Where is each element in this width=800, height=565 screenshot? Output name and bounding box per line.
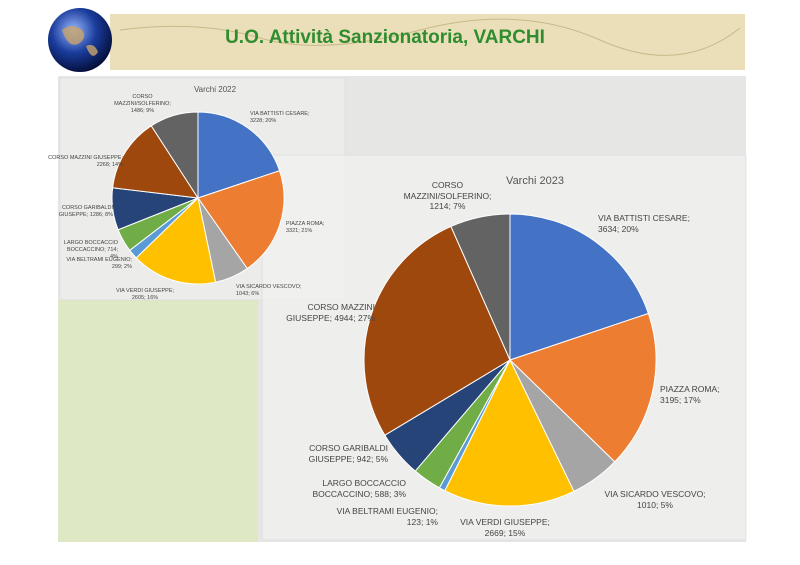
data-label: PIAZZA ROMA; 3321; 21%: [286, 221, 325, 234]
data-label: VIA SICARDO VESCOVO; 1043; 6%: [236, 284, 302, 297]
data-label: VIA BELTRAMI EUGENIO; 299; 2%: [66, 257, 132, 270]
pie-slice: [197, 170, 285, 270]
photo-vest: [58, 300, 258, 542]
chart-title: Varchi 2022: [194, 85, 237, 94]
data-label: VIA VERDI GIUSEPPE; 2605; 16%: [115, 288, 175, 301]
pie-slice: [450, 213, 511, 361]
globe-land: [62, 26, 98, 56]
header-band: [110, 14, 745, 70]
data-label: VIA VERDI GIUSEPPE; 2669; 15%: [460, 517, 550, 538]
data-label: CORSO GARIBALDI GIUSEPPE; 1286; 8%: [58, 205, 113, 218]
data-label: VIA BELTRAMI EUGENIO; 123; 1%: [336, 506, 438, 527]
chart-title: Varchi 2023: [506, 175, 564, 187]
data-label: VIA BATTISTI CESARE; 3634; 20%: [598, 213, 690, 234]
pie-slice: [509, 312, 657, 463]
pie-slice: [444, 358, 575, 507]
pie-slice: [150, 111, 199, 200]
data-label: CORSO MAZZINI/SOLFERINO; 1214; 7%: [403, 180, 492, 212]
slide-title: U.O. Attività Sanzionatoria, VARCHI: [225, 27, 545, 48]
pie-slice: [509, 213, 650, 361]
pie-slice: [135, 197, 217, 285]
pie-slice: [112, 125, 199, 199]
data-label: CORSO MAZZINI GIUSEPPE; 2268; 14%: [48, 155, 123, 168]
data-label: VIA BATTISTI CESARE; 3228; 20%: [250, 111, 310, 124]
pie-slice: [197, 111, 281, 199]
data-label: CORSO MAZZINI/SOLFERINO; 1486; 9%: [114, 94, 171, 114]
map-decor: [119, 18, 741, 56]
data-label: LARGO BOCCACCIO BOCCACCINO; 714; 4%: [63, 240, 118, 260]
data-label: LARGO BOCCACCIO BOCCACCINO; 588; 3%: [312, 478, 406, 499]
data-label: CORSO GARIBALDI GIUSEPPE; 942; 5%: [308, 443, 388, 464]
data-label: CORSO MAZZINI GIUSEPPE; 4944; 27%: [286, 302, 375, 323]
data-label: VIA SICARDO VESCOVO; 1010; 5%: [604, 489, 706, 510]
data-label: PIAZZA ROMA; 3195; 17%: [660, 384, 720, 405]
